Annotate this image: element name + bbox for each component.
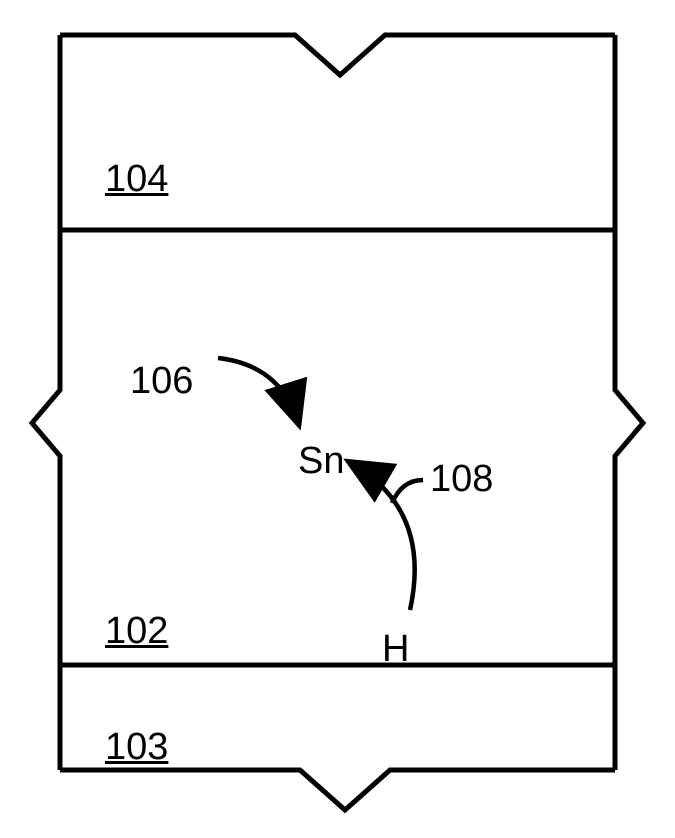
connector-108: [392, 480, 423, 503]
diagram-svg: [0, 0, 675, 833]
top-edge: [60, 35, 615, 75]
label-element-h: H: [382, 628, 409, 671]
label-layer-103: 103: [105, 726, 168, 769]
label-ref-108: 108: [430, 458, 493, 501]
label-layer-104: 104: [105, 158, 168, 201]
bottom-edge: [60, 770, 615, 810]
arrow-106-to-sn: [218, 358, 298, 422]
label-layer-102: 102: [105, 610, 168, 653]
label-element-sn: Sn: [298, 440, 344, 483]
right-edge: [615, 35, 643, 770]
technical-diagram: 104 102 103 106 108 Sn H: [0, 0, 675, 833]
left-edge: [32, 35, 60, 770]
label-ref-106: 106: [130, 360, 193, 403]
